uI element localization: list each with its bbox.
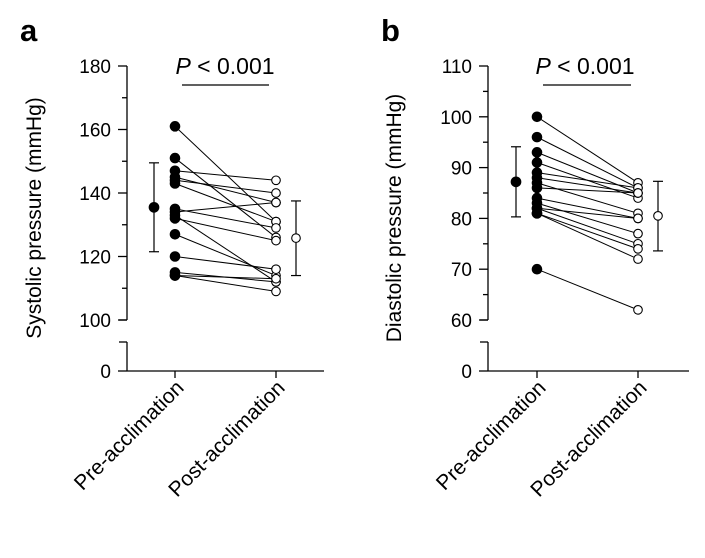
pre-point-a-10 (169, 228, 181, 240)
post-point-a-4 (271, 188, 281, 198)
p-symbol-b: P (535, 53, 551, 79)
pair-line-a-7 (174, 202, 277, 213)
pair-line-b-6 (536, 182, 639, 214)
y-tick-label-b-5: 100 (440, 108, 472, 129)
post-point-a-9 (271, 235, 281, 246)
p-threshold-b: < 0.001 (551, 53, 635, 79)
post-point-a-7 (271, 197, 281, 208)
pre-point-b-7 (531, 182, 543, 194)
panel-b: b Diastolic pressure (mmHg) 0 60 70 80 90 100… (381, 13, 689, 501)
paired-lines-a (174, 125, 277, 292)
summary-markers-b (510, 146, 663, 252)
pre-point-a-5 (169, 178, 181, 189)
pair-line-a-8 (174, 214, 277, 283)
pair-line-b-5 (536, 177, 639, 194)
y-tick-label-b-6: 110 (442, 57, 472, 78)
y-tick-label-a-5: 180 (79, 57, 111, 78)
post-point-b-12 (633, 244, 643, 254)
pre-point-a-11 (169, 251, 181, 262)
pair-line-b-1 (536, 136, 639, 189)
pre-mean-marker-a (148, 201, 160, 213)
post-point-a-11 (271, 264, 281, 275)
y-axis-title-b: Diastolic pressure (mmHg) (383, 94, 406, 343)
y-tick-label-b-1: 60 (451, 311, 472, 332)
post-mean-marker-b (653, 211, 663, 221)
y-ticks-a: 0 100 120 140 160 180 (79, 57, 127, 383)
pair-line-a-10 (174, 233, 277, 277)
pair-line-a-14 (174, 275, 277, 292)
pair-line-a-3 (174, 176, 277, 204)
pre-point-a-0 (169, 121, 181, 132)
y-tick-label-a-2: 120 (79, 248, 111, 269)
pre-point-b-3 (531, 157, 543, 168)
pair-line-b-14 (536, 268, 639, 311)
x-label-pre-b: Pre-acclimation (432, 376, 551, 495)
pair-line-b-8 (536, 197, 639, 219)
panel-letter-b: b (381, 13, 400, 48)
post-point-a-13 (271, 273, 281, 284)
panel-a: a Systolic pressure (mmHg) 0 100 120 140 160… (20, 13, 324, 501)
pair-line-a-11 (174, 256, 277, 270)
data-points-a (169, 121, 281, 297)
x-label-pre-a: Pre-acclimation (70, 376, 189, 495)
pre-point-a-9 (169, 213, 181, 224)
y-tick-label-b-0: 0 (461, 362, 472, 383)
y-tick-label-b-2: 70 (451, 260, 472, 281)
pair-line-a-0 (174, 125, 277, 222)
pair-line-a-4 (174, 179, 277, 194)
pair-line-a-5 (174, 183, 277, 223)
y-tick-label-a-4: 160 (79, 121, 111, 142)
pair-line-a-1 (174, 157, 277, 238)
y-tick-label-b-3: 80 (451, 209, 472, 230)
pre-point-b-13 (531, 208, 543, 219)
summary-markers-a (148, 162, 301, 277)
pair-line-a-13 (174, 275, 277, 280)
post-mean-marker-a (291, 233, 301, 243)
pair-line-b-13 (536, 212, 639, 260)
post-point-b-7 (633, 188, 643, 198)
p-value-a: P < 0.001 (175, 53, 274, 79)
pair-line-b-12 (536, 212, 639, 250)
pre-point-b-14 (531, 263, 543, 275)
y-tick-label-b-4: 90 (451, 159, 472, 180)
pair-line-a-2 (174, 170, 277, 181)
panel-letter-a: a (20, 13, 38, 48)
post-point-b-10 (633, 213, 643, 224)
post-point-b-13 (633, 254, 643, 264)
data-points-b (531, 111, 643, 315)
pair-line-b-10 (536, 207, 639, 219)
pre-point-b-2 (531, 147, 543, 158)
pair-line-b-2 (536, 151, 639, 194)
y-axis-title-a: Systolic pressure (mmHg) (23, 97, 46, 339)
p-threshold-a: < 0.001 (191, 53, 275, 79)
p-symbol-a: P (175, 53, 191, 79)
pair-line-a-9 (174, 217, 277, 242)
pair-line-b-7 (536, 187, 639, 194)
pair-line-b-4 (536, 172, 639, 189)
y-tick-label-a-0: 0 (100, 362, 111, 383)
y-tick-label-a-1: 100 (79, 311, 111, 332)
pair-line-b-0 (536, 116, 639, 184)
pre-point-b-1 (531, 131, 543, 143)
paired-lines-b (536, 116, 639, 311)
pre-point-a-14 (169, 270, 181, 281)
p-value-b: P < 0.001 (535, 53, 634, 79)
post-point-b-14 (633, 304, 643, 315)
post-point-a-14 (271, 286, 281, 297)
pair-line-b-11 (536, 207, 639, 245)
y-ticks-b: 0 60 70 80 90 100 110 (440, 57, 488, 383)
post-point-a-2 (271, 175, 281, 186)
pre-point-a-1 (169, 152, 181, 164)
pre-mean-marker-b (510, 176, 522, 188)
y-tick-label-a-3: 140 (79, 184, 111, 205)
post-point-b-9 (633, 228, 643, 239)
post-point-a-6 (271, 223, 281, 233)
pair-line-a-6 (174, 208, 277, 229)
pre-point-b-0 (531, 111, 543, 123)
pair-line-b-9 (536, 202, 639, 235)
